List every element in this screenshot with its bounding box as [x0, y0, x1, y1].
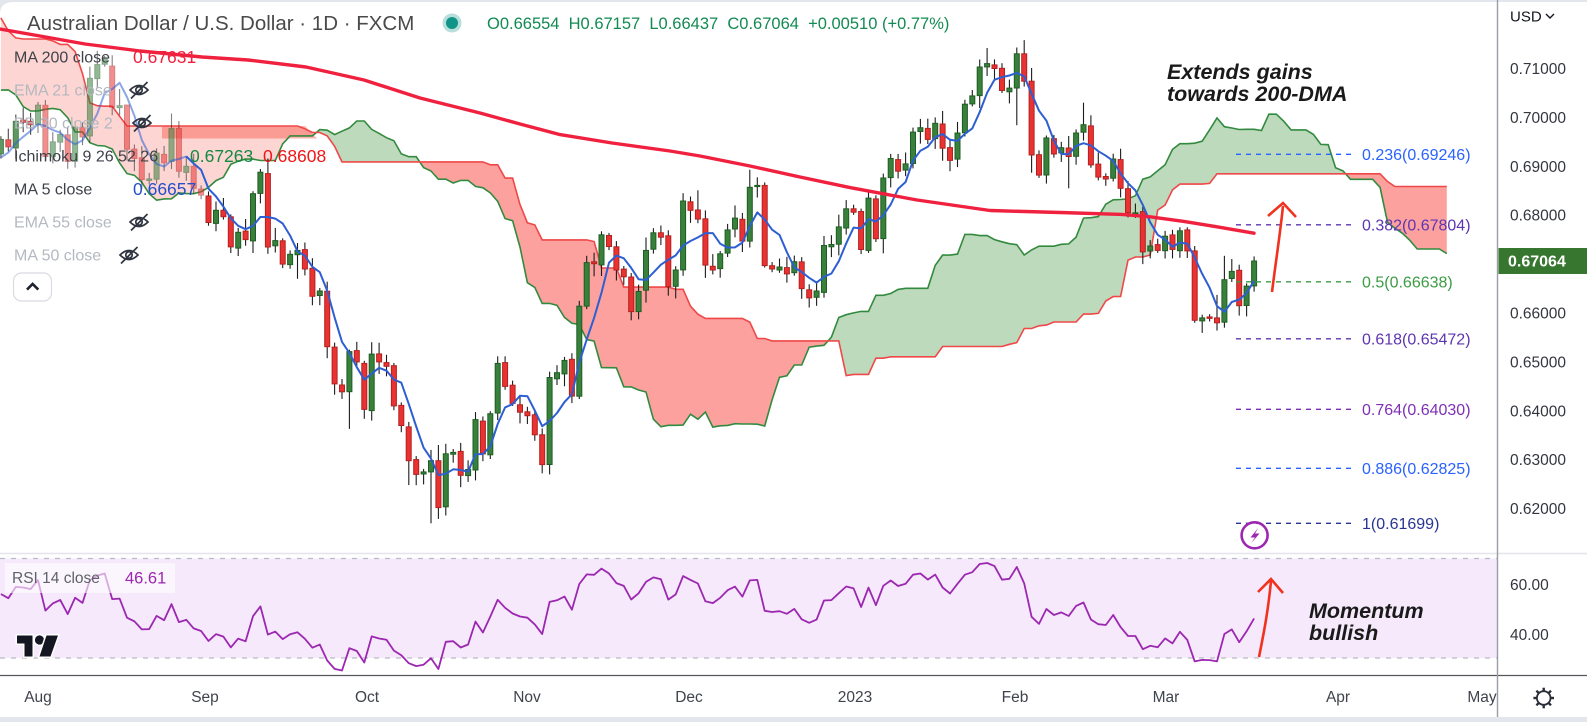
svg-text:EMA 21 close: EMA 21 close [14, 83, 112, 100]
svg-text:Momentum: Momentum [1309, 599, 1424, 623]
svg-text:EMA 55 close: EMA 55 close [14, 215, 112, 232]
svg-text:0.70000: 0.70000 [1510, 110, 1566, 127]
svg-text:0.68000: 0.68000 [1510, 208, 1566, 225]
svg-text:0.886(0.62825): 0.886(0.62825) [1362, 461, 1471, 478]
svg-text:46.61: 46.61 [125, 570, 166, 588]
svg-text:Apr: Apr [1326, 689, 1350, 706]
svg-text:0.66000: 0.66000 [1510, 306, 1566, 323]
svg-text:MA 50 close: MA 50 close [14, 248, 101, 265]
svg-text:0.71000: 0.71000 [1510, 61, 1566, 78]
svg-text:60.00: 60.00 [1510, 577, 1549, 594]
svg-text:Sep: Sep [191, 689, 219, 706]
svg-text:Aug: Aug [24, 689, 52, 706]
svg-text:0.67263: 0.67263 [190, 146, 253, 166]
svg-text:May: May [1467, 689, 1497, 706]
svg-text:Oct: Oct [355, 689, 380, 706]
svg-text:Feb: Feb [1002, 689, 1029, 706]
svg-text:BB 30 close 2: BB 30 close 2 [14, 116, 113, 133]
svg-text:0.69000: 0.69000 [1510, 159, 1566, 176]
svg-text:Ichimoku 9 26 52 26: Ichimoku 9 26 52 26 [14, 149, 158, 166]
svg-text:O0.66554 H0.67157 L0.66437: O0.66554 H0.67157 L0.66437 C0.67064 +0.0… [487, 15, 949, 33]
svg-text:0.236(0.69246): 0.236(0.69246) [1362, 147, 1471, 164]
svg-text:0.66657: 0.66657 [133, 179, 196, 199]
svg-text:Mar: Mar [1153, 689, 1180, 706]
svg-text:0.63000: 0.63000 [1510, 452, 1566, 469]
svg-text:bullish: bullish [1309, 621, 1378, 645]
svg-text:Dec: Dec [675, 689, 703, 706]
svg-text:MA 5 close: MA 5 close [14, 182, 92, 199]
svg-text:RSI 14 close: RSI 14 close [12, 570, 100, 587]
svg-text:MA 200 close: MA 200 close [14, 50, 110, 67]
svg-text:0.382(0.67804): 0.382(0.67804) [1362, 217, 1471, 234]
svg-text:40.00: 40.00 [1510, 627, 1549, 644]
svg-text:0.764(0.64030): 0.764(0.64030) [1362, 402, 1471, 419]
svg-text:0.5(0.66638): 0.5(0.66638) [1362, 274, 1453, 291]
svg-text:Nov: Nov [513, 689, 541, 706]
svg-text:towards 200-DMA: towards 200-DMA [1167, 82, 1347, 106]
svg-text:0.62000: 0.62000 [1510, 501, 1566, 518]
svg-text:0.67064: 0.67064 [1508, 254, 1566, 271]
svg-text:1(0.61699): 1(0.61699) [1362, 516, 1439, 533]
svg-text:0.67631: 0.67631 [133, 47, 196, 67]
svg-text:Australian Dollar / U.S. Dolla: Australian Dollar / U.S. Dollar · 1D · F… [27, 12, 414, 35]
svg-text:0.68608: 0.68608 [263, 146, 326, 166]
svg-text:0.65000: 0.65000 [1510, 354, 1566, 371]
svg-text:Extends gains: Extends gains [1167, 60, 1313, 84]
svg-text:0.64000: 0.64000 [1510, 403, 1566, 420]
svg-text:USD: USD [1510, 9, 1542, 26]
svg-text:0.618(0.65472): 0.618(0.65472) [1362, 331, 1471, 348]
svg-text:2023: 2023 [838, 689, 872, 706]
